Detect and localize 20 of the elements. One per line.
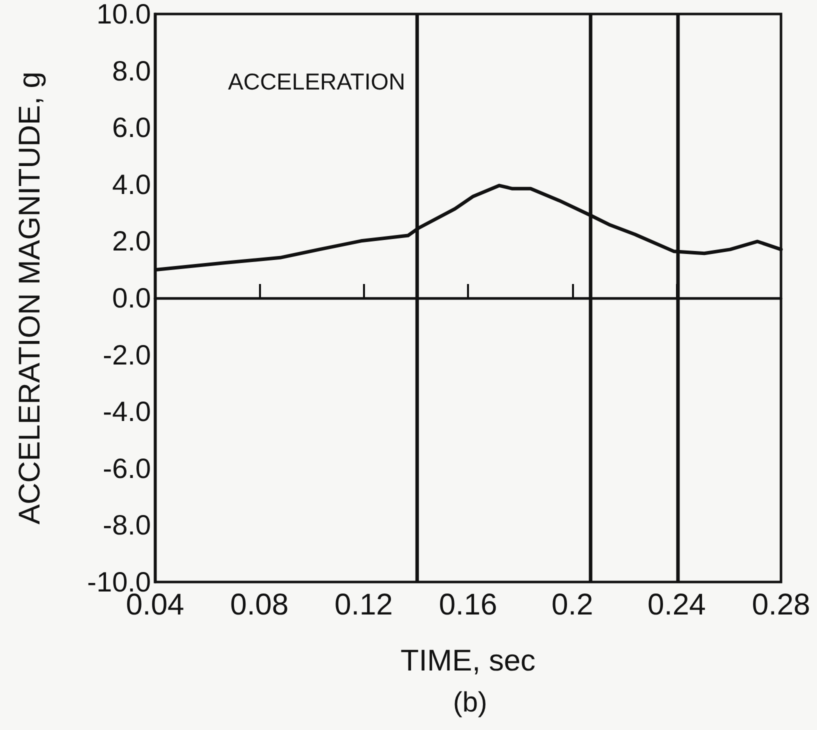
y-axis-title: ACCELERATION MAGNITUDE, g [14, 72, 46, 524]
x-tick-label: 0.24 [647, 588, 706, 622]
x-tick-label: 0.08 [230, 588, 289, 622]
y-tick-label: 6.0 [112, 112, 151, 144]
y-tick-label: 8.0 [112, 55, 151, 86]
y-tick-label: -2.0 [102, 339, 151, 370]
y-tick-label: 4.0 [112, 168, 151, 200]
x-axis-title: TIME, sec [400, 644, 536, 678]
x-tick-label: 0.2 [551, 588, 594, 622]
x-tick-label: 0.16 [438, 588, 498, 622]
y-tick-label: 0.0 [112, 282, 151, 314]
x-tick-label: 0.28 [752, 588, 810, 622]
text: (b) [453, 686, 488, 718]
x-tick-label: 0.12 [334, 588, 393, 622]
annotation: ACCELERATION [228, 68, 406, 94]
y-tick-label: -8.0 [102, 510, 151, 541]
y-tick-label: 2.0 [112, 226, 151, 257]
y-tick-label: -6.0 [102, 452, 151, 484]
y-tick-label: 10.0 [96, 0, 151, 30]
y-tick-label: -4.0 [102, 396, 151, 428]
